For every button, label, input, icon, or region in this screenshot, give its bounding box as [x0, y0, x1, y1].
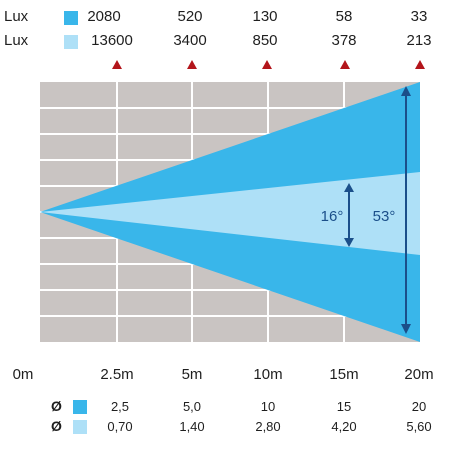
distance-label-3: 10m: [253, 366, 283, 383]
lux-label-narrow: Lux: [4, 32, 29, 49]
narrow-angle-label: 16°: [321, 208, 344, 225]
diameter-wide-value-1: 5,0: [182, 399, 202, 414]
diameter-wide-value-3: 15: [336, 399, 352, 414]
arrow-up-head-icon: [344, 183, 354, 192]
lux-wide-value-4: 33: [410, 8, 428, 25]
narrow-beam-swatch: [73, 420, 87, 434]
diameter-narrow-value-2: 2,80: [255, 419, 281, 434]
wide-beam-swatch: [64, 11, 78, 25]
diameter-symbol: Ø: [51, 398, 62, 414]
lux-narrow-value-3: 378: [331, 32, 357, 49]
distance-label-0: 0m: [12, 366, 34, 383]
distance-label-1: 2.5m: [100, 366, 134, 383]
diameter-narrow-value-3: 4,20: [331, 419, 357, 434]
distance-label-5: 20m: [404, 366, 434, 383]
diameter-narrow-value-0: 0,70: [107, 419, 133, 434]
arrow-down-head-icon: [401, 324, 411, 334]
wide-angle-label: 53°: [373, 208, 396, 225]
narrow-beam-cone: [40, 172, 420, 255]
wide-angle-arrow: [401, 86, 411, 334]
lux-wide-value-0: 2080: [87, 8, 121, 25]
lux-narrow-value-1: 3400: [173, 32, 207, 49]
distance-label-4: 15m: [329, 366, 359, 383]
diameter-wide-value-4: 20: [411, 399, 427, 414]
arrow-up-head-icon: [401, 86, 411, 96]
marker-triangle-icon: [187, 60, 197, 69]
lux-narrow-value-2: 850: [252, 32, 278, 49]
wide-beam-swatch: [73, 400, 87, 414]
arrow-down-head-icon: [344, 238, 354, 247]
marker-triangle-icon: [112, 60, 122, 69]
diameter-wide-value-0: 2,5: [110, 399, 130, 414]
lux-narrow-value-0: 13600: [91, 32, 133, 49]
lux-wide-value-2: 130: [252, 8, 278, 25]
diameter-wide-value-2: 10: [260, 399, 276, 414]
diameter-symbol: Ø: [51, 418, 62, 434]
marker-triangle-icon: [340, 60, 350, 69]
diameter-narrow-value-1: 1,40: [179, 419, 205, 434]
lux-wide-value-3: 58: [335, 8, 353, 25]
lux-wide-value-1: 520: [177, 8, 203, 25]
lux-label-wide: Lux: [4, 8, 29, 25]
distance-label-2: 5m: [181, 366, 203, 383]
marker-triangle-icon: [262, 60, 272, 69]
narrow-angle-arrow: [344, 183, 354, 247]
narrow-beam-swatch: [64, 35, 78, 49]
diameter-narrow-value-4: 5,60: [406, 419, 432, 434]
lux-narrow-value-4: 213: [406, 32, 432, 49]
marker-triangle-icon: [415, 60, 425, 69]
